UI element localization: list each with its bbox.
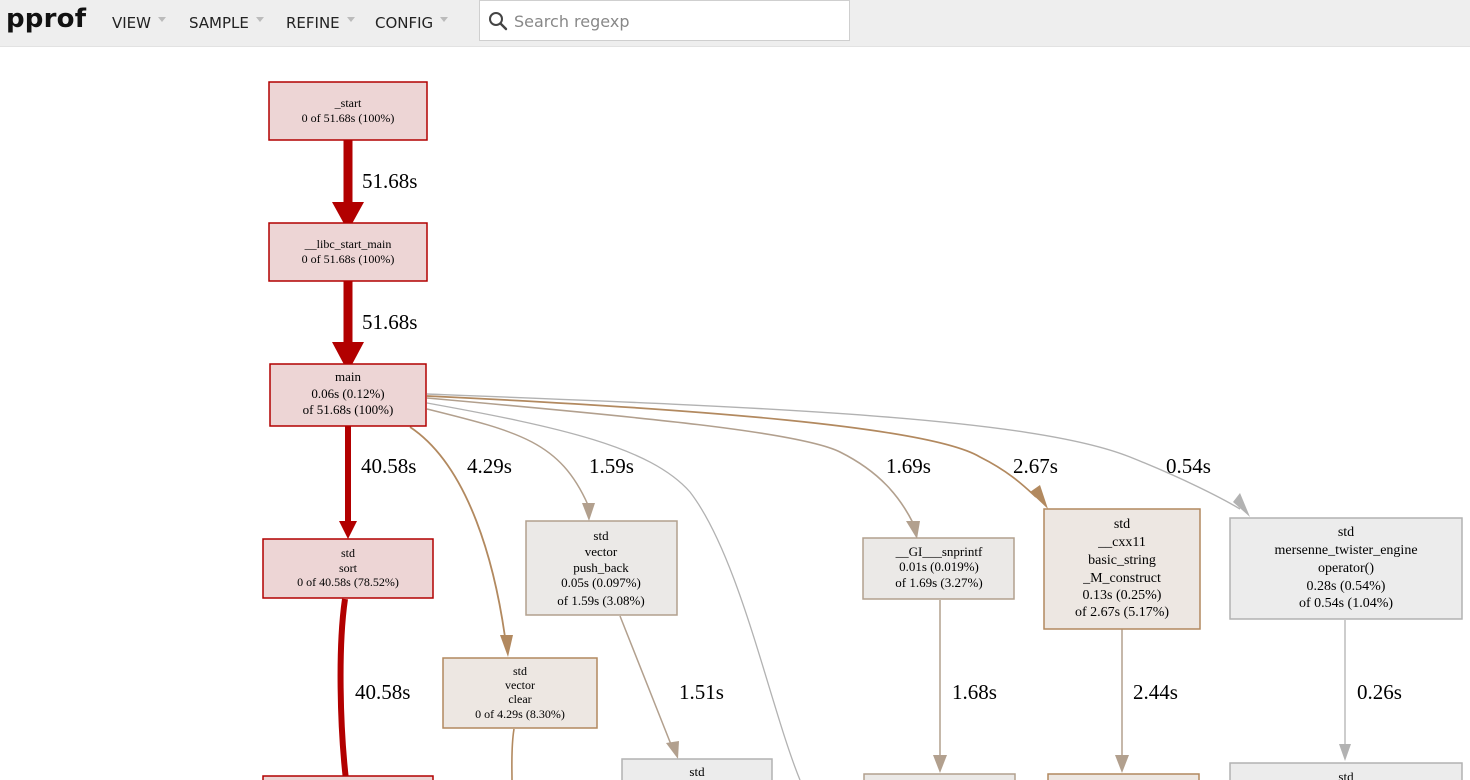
edge-label: 0.54s [1166, 454, 1211, 478]
node-label: 0 of 51.68s (100%) [302, 111, 395, 125]
menu-view-label: VIEW [112, 14, 151, 32]
node-label: sort [339, 561, 358, 575]
graph-edge-libc-main[interactable]: 51.68s [332, 281, 417, 372]
menu-config-label: CONFIG [375, 14, 434, 32]
node-label: of 51.68s (100%) [303, 402, 394, 417]
graph-edge-main-sort[interactable]: 40.58s [339, 426, 416, 539]
edge-label: 51.68s [362, 169, 417, 193]
caret-down-icon [440, 16, 449, 22]
caret-down-icon [158, 16, 166, 22]
node-label: _M_construct [1082, 571, 1161, 586]
caret-down-icon [255, 16, 264, 22]
app-logo: pprof [6, 4, 87, 34]
graph-node-start[interactable]: _start 0 of 51.68s (100%) [268, 81, 428, 141]
node-label: _start [334, 96, 362, 110]
graph-edge-start-libc[interactable]: 51.68s [332, 140, 417, 231]
node-label: of 2.67s (5.17%) [1075, 605, 1169, 620]
node-label: __libc_start_main [304, 237, 392, 251]
graph-node-snprintf[interactable]: __GI___snprintf 0.01s (0.019%) of 1.69s … [862, 537, 1015, 600]
menu-refine[interactable]: REFINE [286, 12, 355, 34]
node-label: 0.13s (0.25%) [1083, 588, 1162, 603]
graph-node-vector-clear[interactable]: std vector clear 0 of 4.29s (8.30%) [442, 657, 598, 729]
graph-node-sort-child[interactable] [262, 775, 434, 780]
graph-edge-push-child[interactable]: 1.51s [619, 615, 724, 759]
edge-label: 2.67s [1013, 454, 1058, 478]
graph-edge-main-offscreen[interactable] [426, 402, 801, 780]
node-label: 0.06s (0.12%) [311, 386, 384, 401]
edge-label: 1.68s [952, 680, 997, 704]
edge-label: 1.51s [679, 680, 724, 704]
node-label: std [1338, 525, 1354, 540]
graph-node-vector-push-back[interactable]: std vector push_back 0.05s (0.097%) of 1… [525, 520, 678, 616]
graph-node-main[interactable]: main 0.06s (0.12%) of 51.68s (100%) [269, 363, 427, 427]
node-label: of 1.59s (3.08%) [557, 593, 644, 608]
edge-label: 1.59s [589, 454, 634, 478]
menu-view[interactable]: VIEW [112, 12, 166, 34]
node-label: vector [505, 678, 535, 692]
node-label: of 1.69s (3.27%) [895, 575, 982, 590]
graph-edge-construct-child[interactable]: 2.44s [1115, 629, 1178, 773]
node-label: std [1114, 517, 1130, 532]
edge-label: 1.69s [886, 454, 931, 478]
graph-edge-main-snprintf[interactable]: 1.69s [426, 397, 931, 539]
call-graph[interactable]: 51.68s 51.68s 40.58s 4.29s 1.59s [0, 47, 1470, 780]
edge-label: 40.58s [361, 454, 416, 478]
node-label: 0 of 40.58s (78.52%) [297, 575, 399, 589]
node-label: std [593, 528, 609, 543]
node-label: __cxx11 [1097, 535, 1146, 550]
graph-node-mt-child[interactable]: std [1229, 762, 1463, 780]
graph-edge-main-mt[interactable]: 0.54s [426, 393, 1250, 517]
node-label: std [1338, 769, 1354, 780]
graph-edge-sort-child[interactable]: 40.58s [337, 598, 411, 780]
edge-label: 40.58s [355, 680, 410, 704]
graph-nodes: _start 0 of 51.68s (100%) __libc_start_m… [262, 81, 1463, 780]
search-input[interactable] [514, 9, 834, 33]
search-icon [489, 12, 508, 31]
caret-down-icon [346, 16, 355, 22]
menu-config[interactable]: CONFIG [375, 12, 449, 34]
graph-node-push-back-child[interactable]: std [621, 758, 773, 780]
node-label: 0.05s (0.097%) [561, 575, 641, 590]
graph-edge-main-clear[interactable]: 4.29s [409, 426, 513, 657]
graph-edges: 51.68s 51.68s 40.58s 4.29s 1.59s [332, 140, 1402, 780]
graph-node-basic-string-construct[interactable]: std __cxx11 basic_string _M_construct 0.… [1043, 508, 1201, 630]
node-label: clear [508, 692, 531, 706]
node-label: __GI___snprintf [895, 544, 983, 559]
graph-node-sort[interactable]: std sort 0 of 40.58s (78.52%) [262, 538, 434, 599]
node-label: 0 of 4.29s (8.30%) [475, 707, 565, 721]
menu-sample-label: SAMPLE [189, 14, 249, 32]
node-label: push_back [573, 560, 629, 575]
node-label: operator() [1318, 561, 1374, 576]
menu-sample[interactable]: SAMPLE [189, 12, 264, 34]
node-label: mersenne_twister_engine [1274, 543, 1417, 558]
edge-label: 4.29s [467, 454, 512, 478]
toolbar: pprof VIEW SAMPLE REFINE CONFIG [0, 0, 1470, 47]
node-label: std [689, 764, 705, 779]
graph-edge-clear-child[interactable] [511, 728, 515, 780]
node-label: std [341, 546, 355, 560]
node-label: of 0.54s (1.04%) [1299, 596, 1393, 611]
node-label: std [513, 664, 527, 678]
graph-node-libc-start-main[interactable]: __libc_start_main 0 of 51.68s (100%) [268, 222, 428, 282]
node-label: basic_string [1088, 553, 1156, 568]
graph-node-construct-child[interactable] [1047, 773, 1200, 780]
node-label: main [335, 369, 361, 384]
edge-label: 51.68s [362, 310, 417, 334]
graph-edge-mt-child[interactable]: 0.26s [1339, 620, 1402, 761]
search-box[interactable] [479, 0, 850, 41]
node-label: 0 of 51.68s (100%) [302, 252, 395, 266]
node-label: 0.01s (0.019%) [899, 559, 979, 574]
node-label: 0.28s (0.54%) [1307, 579, 1386, 594]
graph-edge-main-construct[interactable]: 2.67s [426, 395, 1058, 509]
node-label: vector [585, 544, 618, 559]
graph-edge-snprintf-child[interactable]: 1.68s [933, 600, 997, 773]
graph-node-snprintf-child[interactable] [863, 773, 1016, 780]
menu-refine-label: REFINE [286, 14, 340, 32]
graph-node-mersenne-twister[interactable]: std mersenne_twister_engine operator() 0… [1229, 517, 1463, 620]
edge-label: 0.26s [1357, 680, 1402, 704]
edge-label: 2.44s [1133, 680, 1178, 704]
graph-edge-main-push[interactable]: 1.59s [426, 408, 634, 521]
